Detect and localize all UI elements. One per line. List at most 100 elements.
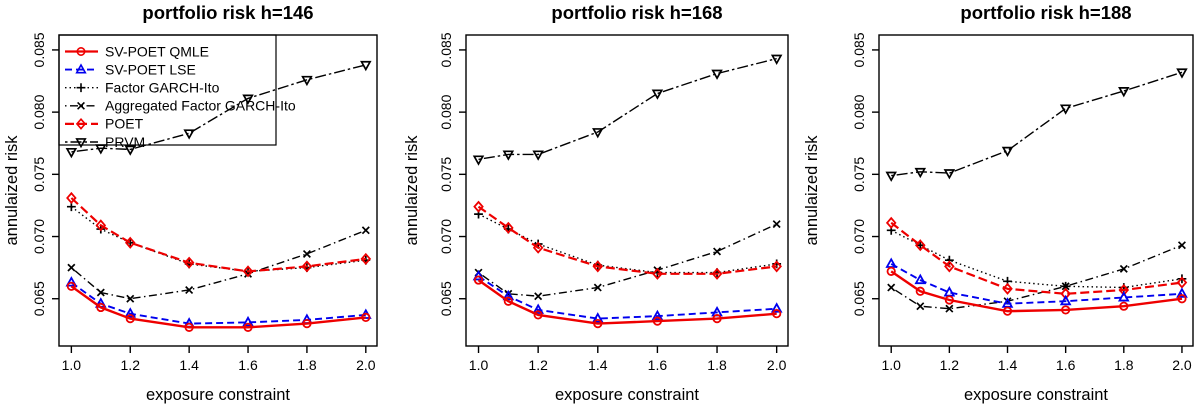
marker-circle	[944, 295, 954, 305]
legend-item-aggregated-factor-garch-ito: Aggregated Factor GARCH-Ito	[65, 98, 296, 114]
marker-circle	[125, 314, 135, 324]
legend-item-sv-poet-lse: SV-POET LSE	[65, 61, 196, 77]
marker-triangle-down	[65, 147, 78, 159]
marker-triangle-up	[1059, 294, 1072, 306]
marker-triangle-down	[651, 89, 664, 100]
series-poet	[885, 216, 1188, 300]
series-line	[477, 205, 777, 275]
marker-plus	[944, 255, 954, 265]
y-tick-label: 0.070	[31, 219, 47, 254]
marker-circle	[1061, 305, 1071, 315]
series-sv-poet-lse	[65, 276, 372, 328]
y-tick-label: 0.075	[438, 157, 454, 192]
y-tick-label: 0.070	[851, 219, 867, 254]
chart-title: portfolio risk h=146	[142, 2, 313, 23]
marker-triangle-down	[1059, 104, 1072, 115]
marker-triangle-up	[770, 302, 783, 313]
series-line	[71, 64, 366, 153]
x-tick-label: 1.2	[121, 357, 141, 373]
legend-box	[58, 34, 277, 146]
y-axis-label: annulaized risk	[803, 135, 821, 246]
series-sv-poet-lse	[472, 269, 783, 323]
y-tick-label: 0.075	[31, 157, 47, 192]
series-poet	[473, 200, 782, 280]
series-line	[890, 221, 1183, 295]
y-tick-label: 0.080	[31, 94, 47, 129]
marker-circle	[593, 319, 603, 329]
marker-diamond	[95, 219, 107, 232]
x-tick-label: 1.6	[648, 357, 668, 373]
marker-triangle-down	[502, 150, 515, 161]
x-axis-label: exposure constraint	[555, 386, 699, 404]
marker-x	[67, 263, 76, 272]
marker-diamond	[532, 241, 544, 254]
marker-triangle-up	[75, 63, 87, 74]
marker-circle	[1002, 306, 1013, 316]
marker-triangle-up	[943, 286, 956, 297]
x-tick-label: 1.2	[940, 357, 960, 373]
marker-diamond	[473, 200, 484, 213]
plot-box	[878, 34, 1194, 347]
marker-x	[361, 226, 370, 235]
y-tick-label: 0.065	[438, 281, 454, 316]
marker-triangle-down	[592, 128, 604, 139]
series-factor-garch-ito	[886, 225, 1187, 292]
marker-x	[185, 286, 194, 295]
marker-circle	[302, 319, 312, 329]
legend-item-sv-poet-qmle: SV-POET QMLE	[65, 43, 209, 59]
x-tick-label: 1.4	[179, 357, 199, 373]
marker-triangle-up	[502, 289, 515, 301]
marker-circle	[243, 322, 253, 332]
marker-circle	[1177, 294, 1187, 304]
chart-title: portfolio risk h=168	[551, 2, 722, 23]
marker-x	[77, 101, 85, 110]
series-line	[891, 71, 1183, 177]
series-poet	[66, 191, 372, 278]
marker-diamond	[66, 191, 77, 205]
x-tick-label: 2.0	[356, 357, 376, 373]
marker-circle	[652, 316, 663, 326]
marker-circle	[66, 281, 76, 291]
marker-triangle-down	[124, 145, 137, 156]
legend-label: SV-POET QMLE	[105, 43, 209, 59]
x-tick-label: 2.0	[1172, 357, 1192, 373]
marker-x	[916, 302, 925, 311]
marker-circle	[772, 309, 782, 319]
x-tick-label: 1.0	[881, 357, 901, 373]
marker-triangle-down	[770, 54, 783, 65]
series-line	[478, 213, 777, 274]
marker-triangle-up	[1117, 291, 1130, 302]
marker-x	[713, 247, 722, 256]
marker-x	[772, 220, 781, 229]
marker-triangle-up	[472, 269, 485, 281]
marker-plus	[76, 83, 86, 93]
marker-x	[945, 304, 954, 313]
marker-circle	[533, 310, 543, 320]
marker-diamond	[885, 216, 897, 229]
x-tick-label: 1.6	[238, 357, 258, 373]
series-aggregated-factor-garch-ito	[887, 241, 1186, 313]
series-line	[890, 229, 1183, 289]
x-axis-label: exposure constraint	[146, 386, 290, 404]
marker-triangle-up	[651, 309, 664, 321]
marker-diamond	[592, 260, 604, 273]
marker-triangle-up	[885, 257, 898, 268]
y-tick-label: 0.085	[851, 32, 867, 67]
marker-diamond	[242, 265, 254, 278]
marker-triangle-down	[183, 129, 195, 140]
x-tick-label: 1.2	[528, 357, 548, 373]
series-line	[478, 223, 777, 297]
marker-circle	[473, 275, 484, 285]
series-sv-poet-qmle	[66, 281, 371, 332]
y-tick-label: 0.075	[851, 157, 867, 192]
marker-x	[887, 283, 896, 292]
marker-triangle-up	[242, 315, 254, 327]
marker-diamond	[183, 256, 195, 269]
marker-triangle-down	[711, 69, 723, 80]
marker-triangle-up	[914, 273, 927, 285]
series-sv-poet-lse	[885, 257, 1188, 308]
marker-triangle-down	[75, 138, 87, 149]
series-line	[477, 275, 777, 320]
marker-x	[1119, 264, 1128, 273]
